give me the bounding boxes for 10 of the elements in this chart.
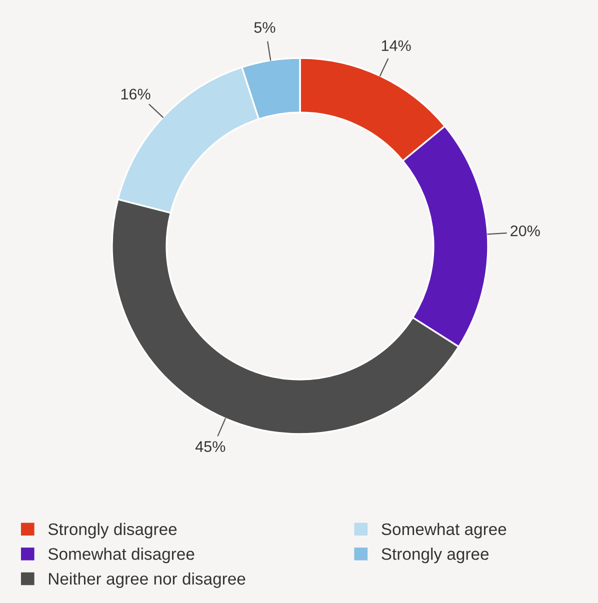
data-label: 16% [121,88,150,100]
data-label: 14% [382,40,411,52]
legend-label: Strongly disagree [48,522,177,538]
legend-label: Somewhat agree [382,522,506,538]
data-label: 20% [510,225,540,236]
data-label: 45% [195,441,226,452]
legend-label: Neither agree nor disagree [49,572,246,588]
data-label: 5% [254,22,276,33]
legend-label: Somewhat disagree [48,548,194,564]
legend-label: Strongly agree [382,548,489,564]
